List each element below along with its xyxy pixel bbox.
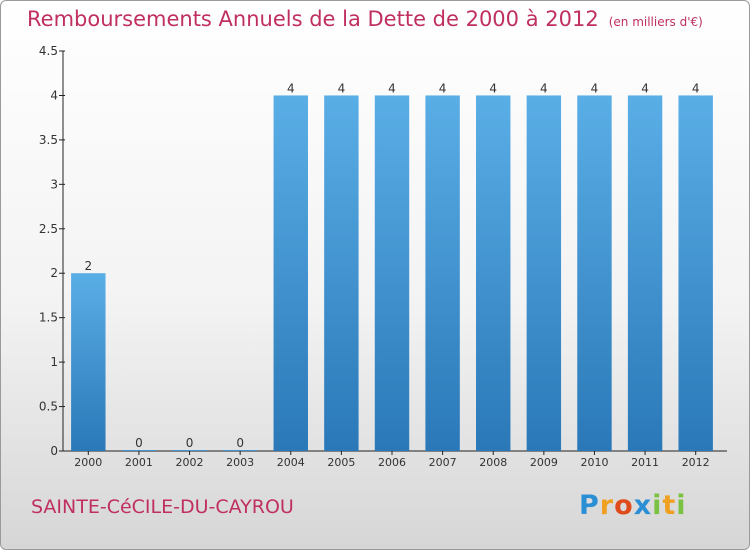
- bar: [678, 95, 713, 451]
- logo-letter: i: [652, 490, 663, 521]
- y-tick-label: 1.5: [39, 311, 58, 325]
- data-label: 4: [287, 81, 295, 95]
- unit-note: (en milliers d'€): [608, 15, 703, 29]
- bar: [222, 450, 258, 451]
- logo-letter: t: [662, 490, 677, 521]
- x-tick-label: 2003: [226, 456, 254, 469]
- commune-name: SAINTE-CéCILE-DU-CAYROU: [31, 496, 294, 518]
- y-tick-label: 4: [50, 88, 58, 102]
- x-tick-label: 2012: [682, 456, 710, 469]
- title-text: Remboursements Annuels de la Dette de 20…: [27, 7, 599, 31]
- x-tick-label: 2000: [74, 456, 102, 469]
- bar: [577, 95, 612, 451]
- logo-letter: x: [633, 490, 653, 521]
- logo-letter: i: [676, 490, 687, 521]
- logo-letter: o: [614, 490, 634, 521]
- x-tick-label: 2010: [580, 456, 608, 469]
- bar: [71, 273, 106, 451]
- y-tick-label: 4.5: [39, 44, 58, 58]
- bar: [172, 450, 207, 451]
- data-label: 0: [186, 436, 194, 450]
- data-label: 4: [489, 81, 497, 95]
- data-label: 2: [84, 259, 92, 273]
- x-tick-label: 2009: [530, 456, 558, 469]
- y-tick-label: 0.5: [39, 400, 58, 414]
- data-label: 4: [591, 81, 599, 95]
- x-tick-label: 2001: [125, 456, 153, 469]
- y-tick-label: 3: [50, 177, 58, 191]
- x-tick-label: 2011: [631, 456, 659, 469]
- x-tick-label: 2002: [176, 456, 204, 469]
- data-label: 0: [236, 436, 244, 450]
- data-label: 4: [692, 81, 700, 95]
- data-label: 4: [641, 81, 649, 95]
- x-tick-label: 2004: [277, 456, 305, 469]
- data-label: 4: [540, 81, 548, 95]
- bar: [526, 95, 562, 451]
- bar: [476, 95, 511, 451]
- x-tick-label: 2005: [327, 456, 355, 469]
- logo-letter: P: [579, 490, 600, 521]
- chart-title: Remboursements Annuels de la Dette de 20…: [27, 7, 703, 31]
- bar: [121, 450, 157, 451]
- y-tick-label: 1: [50, 355, 58, 369]
- bar: [324, 95, 359, 451]
- y-tick-label: 2: [50, 266, 58, 280]
- data-label: 0: [135, 436, 143, 450]
- y-tick-label: 2.5: [39, 222, 58, 236]
- data-label: 4: [439, 81, 447, 95]
- bar: [374, 95, 410, 451]
- data-label: 4: [388, 81, 396, 95]
- x-tick-label: 2008: [479, 456, 507, 469]
- y-tick-label: 0: [50, 444, 58, 458]
- bar: [273, 95, 308, 451]
- bar: [425, 95, 460, 451]
- bar: [627, 95, 663, 451]
- x-tick-label: 2007: [429, 456, 457, 469]
- proxiti-logo: Proxiti: [579, 490, 687, 521]
- data-label: 4: [338, 81, 346, 95]
- y-tick-label: 3.5: [39, 133, 58, 147]
- logo-letter: r: [599, 490, 615, 521]
- x-tick-label: 2006: [378, 456, 406, 469]
